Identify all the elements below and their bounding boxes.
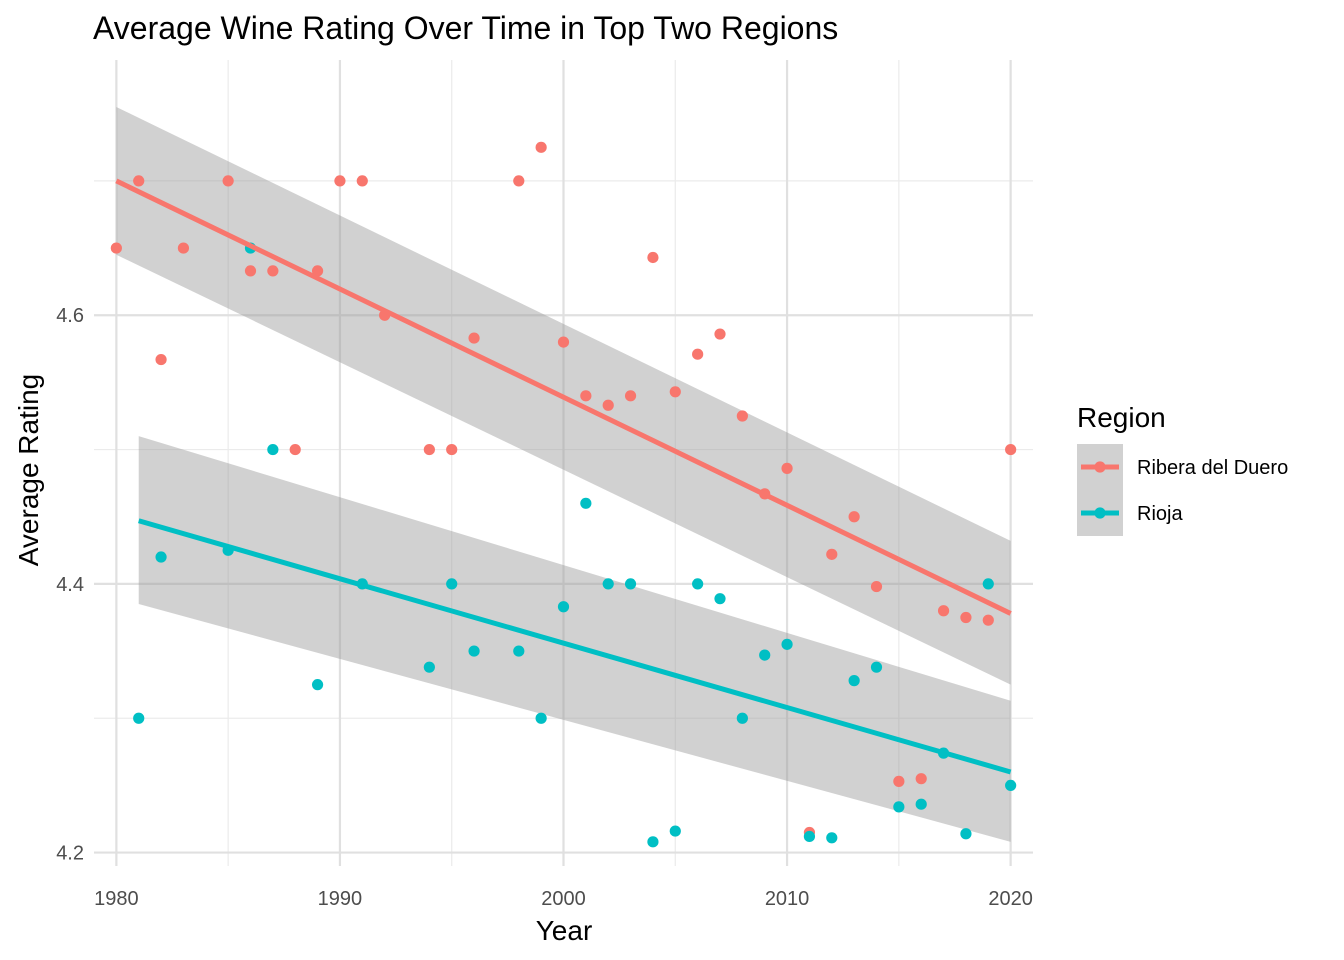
x-tick-label: 2010 — [765, 888, 810, 910]
data-point-ribera-del-duero — [557, 336, 570, 348]
data-point-ribera-del-duero — [222, 175, 234, 187]
x-tick-label: 2000 — [541, 888, 586, 910]
data-point-ribera-del-duero — [647, 251, 659, 264]
data-point-ribera-del-duero — [893, 775, 905, 787]
data-point-rioja — [580, 497, 592, 509]
data-point-rioja — [893, 801, 905, 813]
data-point-ribera-del-duero — [1005, 443, 1017, 456]
data-point-rioja — [1005, 779, 1017, 792]
data-point-rioja — [133, 712, 145, 724]
x-axis-title: Year — [536, 915, 593, 946]
y-tick-label: 4.4 — [56, 574, 84, 596]
data-point-ribera-del-duero — [446, 443, 458, 456]
data-point-rioja — [267, 443, 279, 456]
data-point-ribera-del-duero — [781, 462, 793, 474]
y-tick-label: 4.2 — [56, 843, 84, 865]
trend-line-ribera-del-duero — [115, 178, 1012, 616]
legend-items: Ribera del Duero Rioja — [1077, 444, 1288, 536]
data-point-ribera-del-duero — [736, 410, 748, 422]
data-point-ribera-del-duero — [110, 242, 122, 254]
data-point-ribera-del-duero — [580, 390, 592, 402]
data-point-ribera-del-duero — [535, 141, 547, 153]
data-point-ribera-del-duero — [513, 175, 525, 187]
data-point-ribera-del-duero — [423, 443, 435, 456]
x-tick-label: 1990 — [318, 888, 363, 910]
data-point-ribera-del-duero — [669, 386, 681, 398]
data-point-ribera-del-duero — [155, 353, 167, 366]
data-point-ribera-del-duero — [289, 443, 301, 456]
data-point-rioja — [848, 675, 860, 687]
trend-line-rioja — [138, 518, 1012, 775]
x-tick-label: 1980 — [94, 888, 139, 910]
data-point-ribera-del-duero — [714, 328, 726, 340]
data-point-rioja — [826, 832, 838, 844]
data-point-ribera-del-duero — [602, 399, 614, 411]
data-point-ribera-del-duero — [244, 265, 257, 277]
data-point-ribera-del-duero — [826, 548, 838, 560]
data-point-rioja — [870, 661, 883, 673]
data-point-rioja — [960, 828, 972, 840]
data-point-rioja — [736, 712, 748, 724]
data-point-ribera-del-duero — [177, 242, 190, 254]
data-point-rioja — [669, 825, 681, 837]
data-point-rioja — [513, 645, 525, 657]
chart-title: Average Wine Rating Over Time in Top Two… — [93, 10, 838, 46]
data-point-ribera-del-duero — [870, 580, 883, 593]
legend: Region Ribera del Duero Rioja — [1077, 402, 1288, 536]
trend-lines — [115, 178, 1012, 775]
data-point-ribera-del-duero — [915, 773, 927, 785]
data-point-rioja — [692, 578, 704, 590]
data-point-ribera-del-duero — [311, 265, 324, 277]
data-point-rioja — [468, 645, 480, 657]
x-tick-label: 2020 — [988, 888, 1033, 910]
data-point-ribera-del-duero — [982, 614, 994, 626]
legend-point-ribera-del-duero — [1094, 461, 1106, 473]
data-point-ribera-del-duero — [267, 265, 279, 277]
data-point-ribera-del-duero — [624, 390, 637, 402]
data-point-ribera-del-duero — [356, 175, 368, 187]
data-point-ribera-del-duero — [937, 605, 950, 617]
axis-ticks: 1980 1990 2000 2010 2020 4.2 4.4 4.6 — [56, 305, 1033, 910]
data-point-rioja — [759, 649, 771, 661]
data-point-rioja — [624, 578, 637, 590]
confidence-band-rioja — [138, 436, 1011, 842]
data-point-rioja — [557, 601, 570, 613]
data-point-rioja — [982, 578, 994, 590]
data-point-ribera-del-duero — [692, 348, 704, 360]
data-point-ribera-del-duero — [133, 175, 145, 187]
legend-title: Region — [1077, 402, 1166, 433]
data-point-rioja — [535, 712, 547, 724]
data-point-rioja — [647, 836, 659, 848]
data-point-ribera-del-duero — [960, 611, 972, 624]
data-point-rioja — [155, 551, 167, 563]
legend-point-rioja — [1094, 507, 1106, 519]
y-tick-label: 4.6 — [56, 305, 84, 327]
data-point-ribera-del-duero — [468, 332, 480, 344]
y-axis-title: Average Rating — [13, 374, 44, 567]
data-point-rioja — [423, 661, 435, 673]
data-point-ribera-del-duero — [848, 511, 860, 523]
data-point-rioja — [803, 830, 816, 843]
data-point-rioja — [714, 593, 726, 605]
data-point-rioja — [602, 578, 614, 590]
data-point-ribera-del-duero — [334, 175, 346, 187]
data-point-rioja — [446, 578, 458, 590]
data-points — [110, 141, 1017, 848]
data-point-rioja — [915, 798, 927, 810]
data-point-rioja — [311, 679, 324, 691]
legend-label-ribera-del-duero: Ribera del Duero — [1137, 457, 1288, 479]
data-point-rioja — [781, 638, 793, 650]
legend-label-rioja: Rioja — [1137, 503, 1183, 525]
